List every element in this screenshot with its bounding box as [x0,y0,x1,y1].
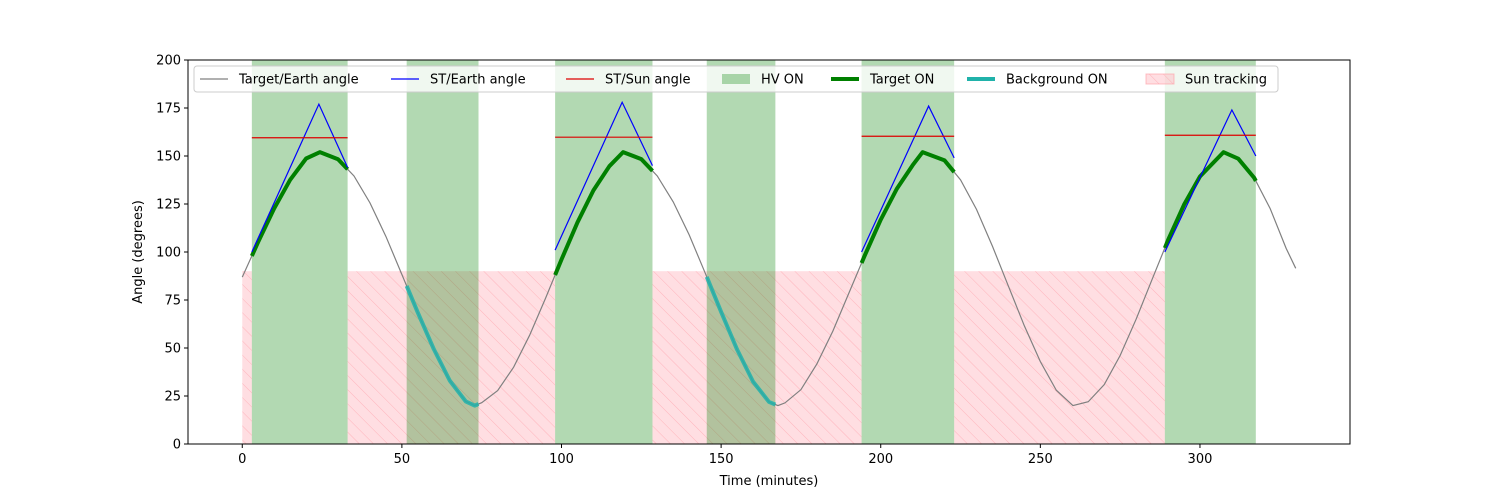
hv-on-span-1 [251,60,348,444]
x-tick-label: 50 [394,452,411,467]
legend-label: HV ON [761,73,804,88]
legend-item: Background ON [967,73,1108,88]
st-earth-angle-segment-3 [861,104,955,253]
legend-label: Sun tracking [1185,73,1267,88]
hv-on-span-6 [1164,60,1256,444]
legend-label: Background ON [1006,73,1108,88]
st-earth-angle-segment-1 [251,102,349,253]
plot-area [241,60,1297,444]
target-on-segment-4 [1162,150,1258,249]
y-tick-label: 175 [156,102,181,117]
hv-on-span-3 [555,60,653,444]
background-on-segment-2 [704,276,777,407]
y-tick-label: 200 [156,54,181,69]
y-tick-label: 150 [156,150,181,165]
legend-swatch [722,74,750,84]
x-tick-label: 200 [868,452,893,467]
y-tick-label: 0 [173,438,181,453]
x-tick-label: 100 [549,452,574,467]
y-tick-label: 125 [156,198,181,213]
x-tick-label: 150 [709,452,734,467]
st-earth-angle-segment-2 [554,100,654,251]
y-tick-label: 25 [164,390,181,405]
legend: Target/Earth angle ST/Earth angle ST/Sun a… [193,65,1279,93]
axes: 0 50 100 150 200 250 300 0 25 50 75 100 125 150 175 200 [156,54,1212,468]
target-on-segment-2 [553,150,654,276]
legend-label: ST/Sun angle [605,73,691,88]
x-tick-label: 250 [1028,452,1053,467]
y-tick-label: 50 [164,342,181,357]
sun-tracking-region-1 [242,271,252,444]
hv-on-span-2 [406,60,479,444]
hv-on-span-4 [706,60,776,444]
target-on-segment-3 [859,150,956,264]
hv-on-span-5 [861,60,955,444]
x-tick-label: 0 [238,452,246,467]
legend-item: Sun tracking [1145,73,1267,88]
legend-label: ST/Earth angle [430,73,526,88]
y-tick-label: 100 [156,246,181,261]
legend-item: Target/Earth angle [200,73,359,88]
legend-label: Target ON [869,73,934,88]
y-tick-label: 75 [164,294,181,309]
background-on-segment-1 [404,285,480,408]
st-earth-angle-segment-4 [1164,108,1257,253]
sun-tracking-region-2 [347,271,556,444]
legend-item: HV ON [722,73,804,88]
y-axis-label: Angle (degrees) [131,200,146,304]
legend-item: ST/Earth angle [391,73,526,88]
sun-tracking-region-3 [652,271,862,444]
legend-label: Target/Earth angle [238,73,359,88]
legend-item: ST/Sun angle [566,73,691,88]
x-axis-label: Time (minutes) [719,474,819,489]
sun-tracking-region-4 [954,271,1165,444]
legend-box [193,65,1279,93]
target-on-segment-1 [250,150,350,257]
x-tick-label: 300 [1188,452,1213,467]
legend-swatch [1145,73,1175,85]
legend-item: Target ON [831,73,934,88]
